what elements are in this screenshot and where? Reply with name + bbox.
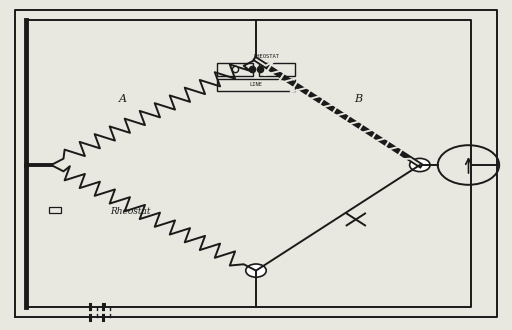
Circle shape bbox=[438, 145, 499, 185]
Bar bbox=[217, 63, 253, 76]
Text: A: A bbox=[119, 94, 127, 104]
Bar bbox=[259, 63, 295, 76]
Text: Rheostat: Rheostat bbox=[110, 207, 151, 216]
Bar bbox=[217, 79, 295, 91]
Text: B: B bbox=[354, 94, 362, 104]
Bar bbox=[49, 207, 61, 213]
Text: RHEOSTAT: RHEOSTAT bbox=[253, 54, 279, 59]
Circle shape bbox=[246, 264, 266, 277]
Circle shape bbox=[410, 158, 430, 172]
Text: LINE: LINE bbox=[249, 82, 263, 87]
